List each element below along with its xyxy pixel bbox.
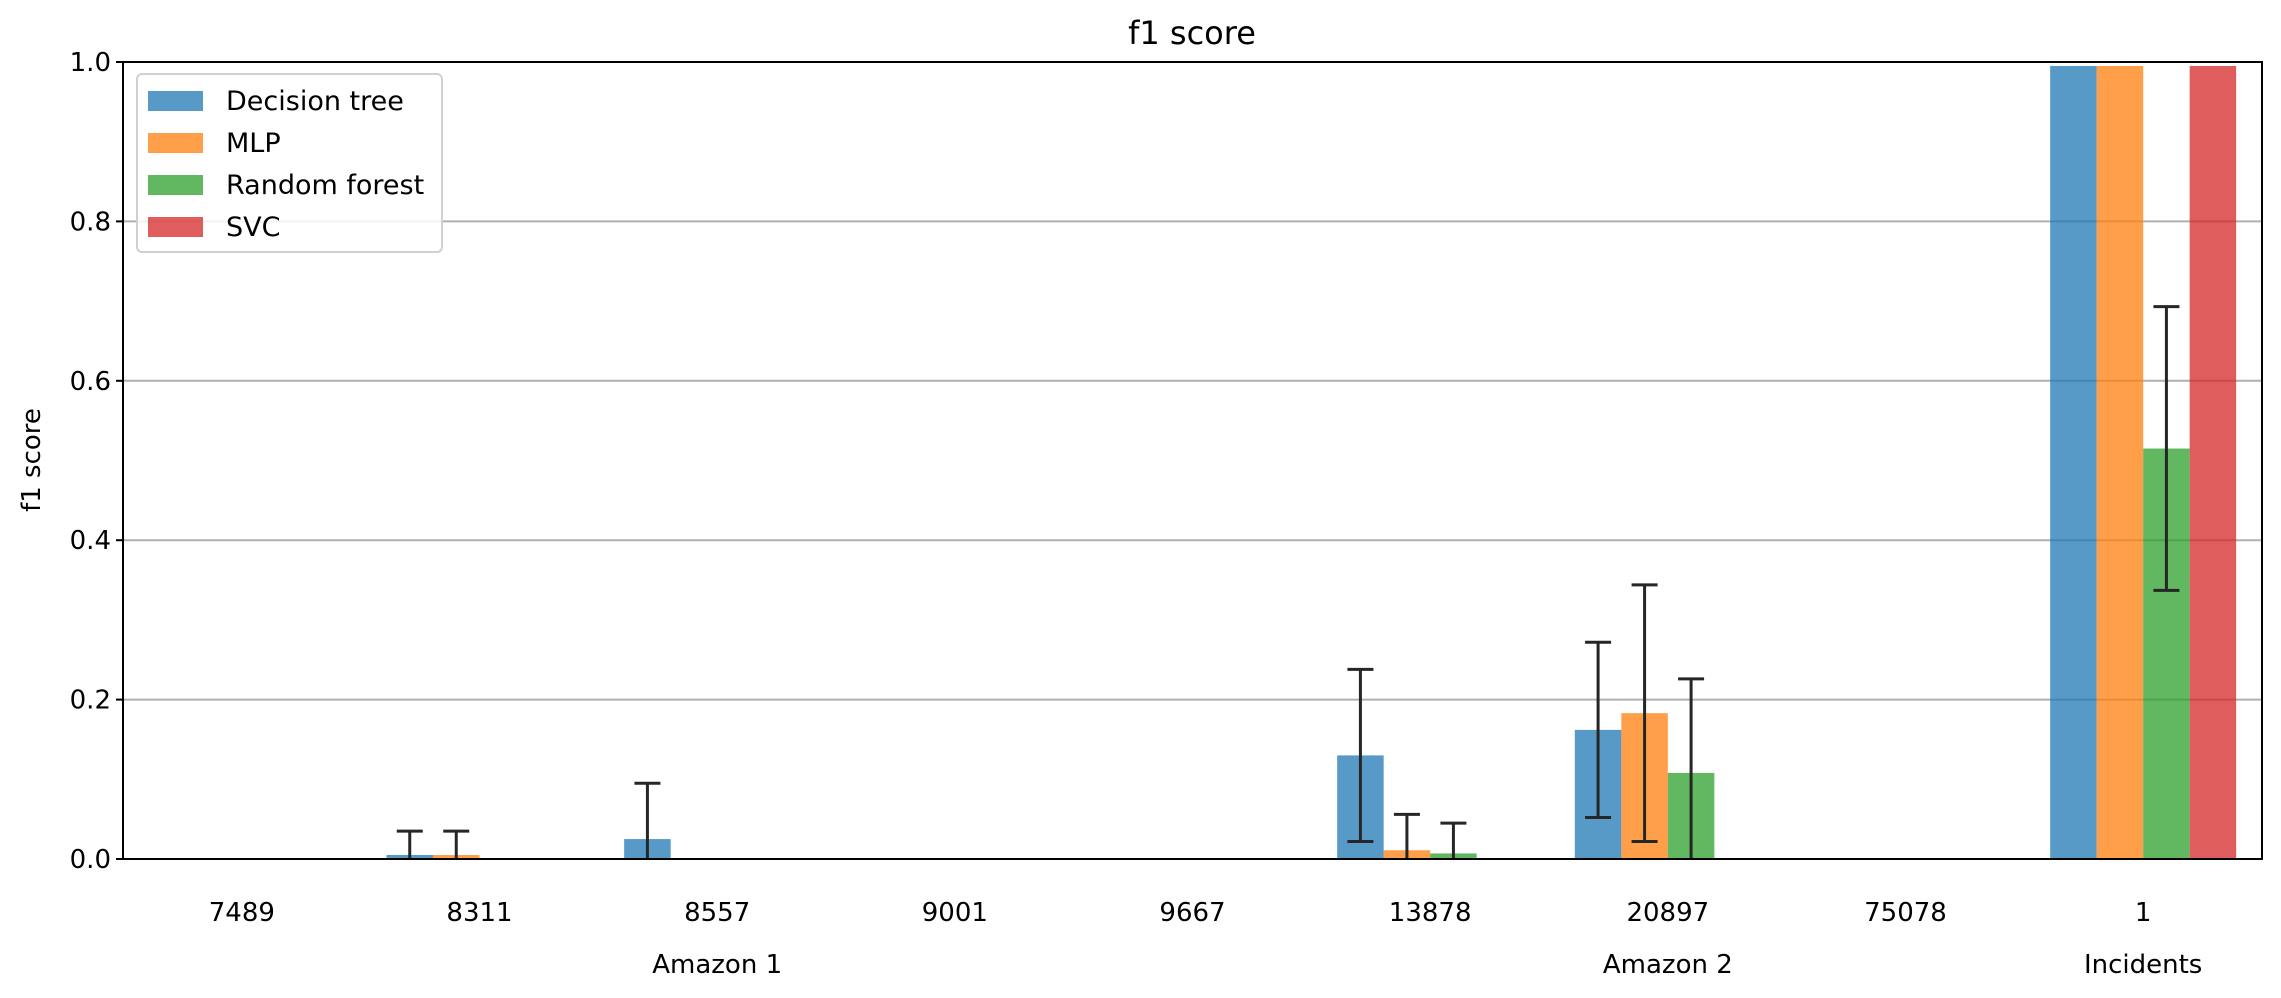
x-tick-label: 7489: [209, 898, 275, 928]
legend-swatch: [148, 217, 203, 237]
legend-swatch: [148, 133, 203, 153]
y-tick-label: 0.2: [70, 686, 111, 716]
error-bar: [443, 829, 470, 859]
y-tick-label: 0.6: [70, 367, 111, 397]
x-tick-label: 13878: [1389, 898, 1472, 928]
x-tick-label: 8557: [684, 898, 750, 928]
x-tick-label: 1: [2135, 898, 2152, 928]
error-bar: [1585, 640, 1612, 820]
error-bar: [634, 781, 661, 859]
legend-label: MLP: [226, 128, 281, 159]
plot-frame: [122, 61, 2263, 860]
y-tick-label: 0.0: [70, 845, 111, 875]
error-bar: [1631, 583, 1658, 843]
legend-swatch: [148, 175, 203, 195]
legend: Decision tree MLP Random forest SVC: [136, 73, 443, 253]
x-tick-label: 8311: [446, 898, 512, 928]
y-tick-label: 0.4: [70, 526, 111, 556]
x-group-label: Incidents: [2084, 950, 2202, 980]
grid-lines: [123, 220, 2262, 701]
bar: [2050, 65, 2097, 860]
x-tick-label: 20897: [1626, 898, 1709, 928]
axes: 0.0 0.2 0.4 0.6 0.8 1.0 7489 8311 8557 9001 9667 13…: [70, 48, 2203, 980]
bar: [2189, 65, 2237, 860]
x-group-label: Amazon 2: [1603, 950, 1733, 980]
error-bar: [1678, 677, 1705, 859]
error-bar: [1440, 821, 1467, 859]
x-group-label: Amazon 1: [652, 950, 782, 980]
chart-title: f1 score: [1128, 14, 1256, 52]
legend-swatch: [148, 91, 203, 111]
bars: [386, 65, 2237, 860]
x-tick-label: 75078: [1864, 898, 1947, 928]
legend-label: SVC: [226, 212, 280, 243]
legend-label: Random forest: [226, 170, 424, 201]
x-tick-label: 9667: [1159, 898, 1225, 928]
error-bars: [396, 305, 2180, 859]
error-bar: [396, 829, 423, 859]
y-axis-label: f1 score: [17, 408, 47, 512]
legend-label: Decision tree: [226, 86, 404, 117]
y-tick-label: 1.0: [70, 48, 111, 78]
x-tick-label: 9001: [922, 898, 988, 928]
error-bar: [2153, 305, 2180, 592]
bar: [2096, 65, 2144, 860]
error-bar: [1347, 667, 1374, 843]
y-tick-label: 0.8: [70, 207, 111, 237]
legend-box: [136, 73, 443, 253]
error-bar: [1393, 812, 1420, 859]
